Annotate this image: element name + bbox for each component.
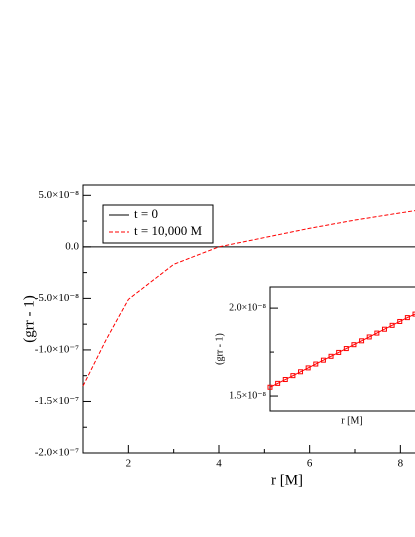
marker (404, 315, 410, 321)
plot-frame (269, 286, 415, 412)
y-axis-label: (grr - 1) (214, 333, 225, 365)
inset-background (270, 287, 415, 411)
series-line (82, 210, 415, 387)
y-tick-label: 2.0×10⁻⁸ (229, 302, 266, 313)
marker (336, 349, 342, 355)
marker (412, 311, 415, 317)
x-tick-label: 2 (126, 458, 132, 470)
marker (320, 357, 326, 363)
y-tick-label: -2.0×10⁻⁷ (35, 447, 79, 459)
marker (374, 330, 380, 336)
y-axis-label: (grr - 1) (21, 295, 37, 342)
marker (381, 326, 387, 332)
x-tick-label: 6 (307, 458, 313, 470)
y-tick-label: 0.0 (65, 240, 79, 252)
marker (298, 369, 304, 375)
marker (305, 365, 311, 371)
x-axis-label: r [M] (341, 415, 362, 426)
y-tick-label: -1.0×10⁻⁷ (35, 343, 79, 355)
marker (397, 318, 403, 324)
marker (359, 338, 365, 344)
series-line (269, 313, 415, 388)
marker (343, 346, 349, 352)
marker (275, 380, 281, 386)
legend-label: t = 10,000 M (134, 223, 202, 238)
marker (313, 361, 319, 367)
y-tick-label: 1.5×10⁻⁸ (229, 390, 266, 401)
marker (267, 384, 273, 390)
marker (290, 373, 296, 379)
marker (351, 342, 357, 348)
y-tick-label: 5.0×10⁻⁸ (38, 189, 79, 201)
x-axis-label: r [M] (271, 472, 303, 488)
marker (328, 353, 334, 359)
y-tick-label: -5.0×10⁻⁸ (35, 292, 79, 304)
marker (366, 334, 372, 340)
marker (389, 322, 395, 328)
legend-box (102, 204, 214, 244)
x-tick-label: 8 (398, 458, 404, 470)
x-tick-label: 4 (216, 458, 222, 470)
y-tick-label: -1.5×10⁻⁷ (35, 395, 79, 407)
plot-frame (82, 184, 415, 454)
legend-label: t = 0 (134, 206, 158, 221)
marker (282, 377, 288, 383)
